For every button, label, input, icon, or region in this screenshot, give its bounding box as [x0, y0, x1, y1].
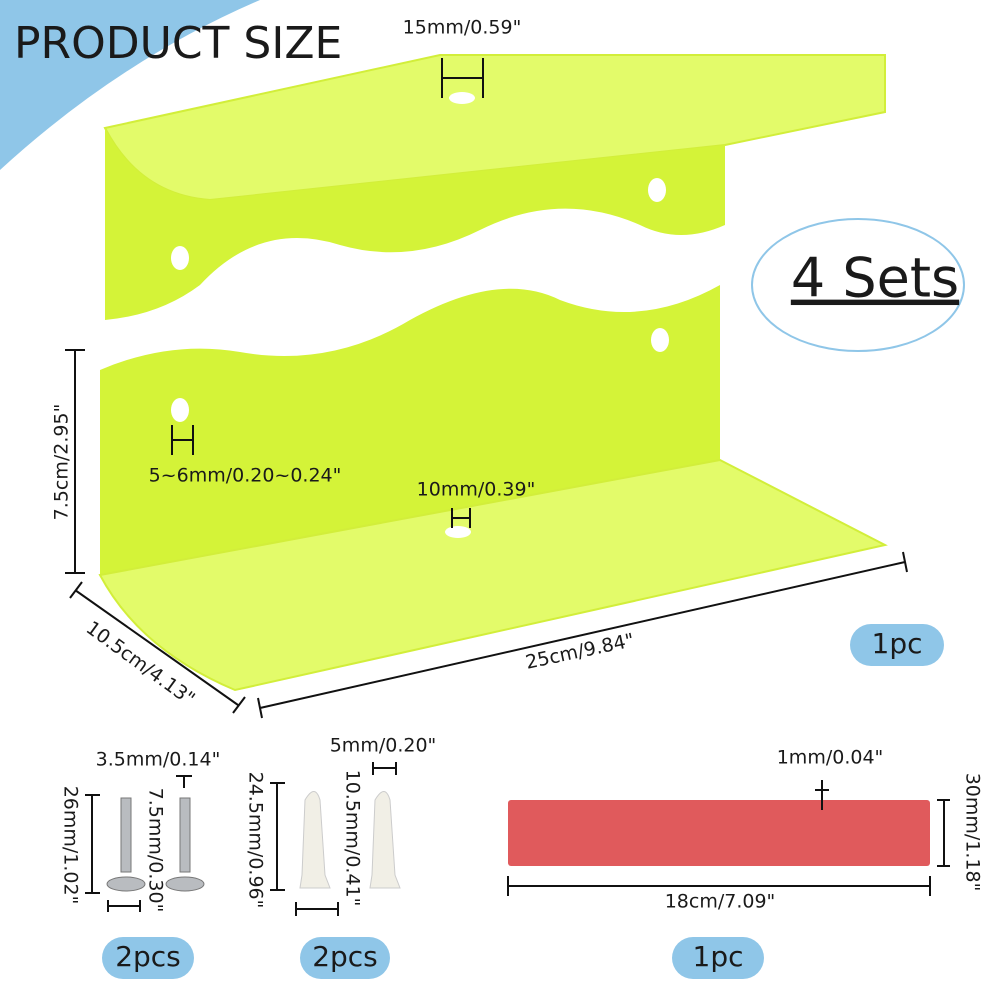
screws [106, 797, 205, 892]
quantity: 1pc [872, 627, 923, 660]
dimension-label: 24.5mm/0.96" [245, 772, 267, 909]
quantity-pill [300, 937, 390, 979]
dimension-label: 10mm/0.39" [417, 479, 536, 501]
bottom-shelf [98, 285, 888, 692]
adhesive-tape [508, 800, 930, 866]
dimension-label: 3.5mm/0.14" [96, 749, 221, 771]
quantity: 1pc [693, 940, 744, 973]
dimension-label: 5mm/0.20" [330, 735, 437, 757]
title: PRODUCT SIZE [14, 18, 342, 69]
dimension-label: 10.5mm/0.41" [342, 770, 364, 907]
quantity: 2pcs [312, 940, 378, 973]
dimension-label: 30mm/1.18" [962, 773, 984, 892]
dimension-label: 18cm/7.09" [665, 891, 776, 913]
quantity-pill [672, 937, 764, 979]
anchors [299, 791, 401, 889]
quantity-pill [850, 624, 944, 666]
dimension-label: 1mm/0.04" [777, 747, 884, 769]
dimension-label: 15mm/0.59" [403, 17, 522, 39]
dimension-label: 26mm/1.02" [60, 786, 82, 905]
dimension-label: 7.5cm/2.95" [51, 404, 73, 521]
badge-text: 4 Sets [791, 247, 959, 310]
top-shelf [103, 54, 886, 320]
badge [751, 218, 965, 352]
quantity-pill [102, 937, 194, 979]
dimension-label: 5~6mm/0.20~0.24" [149, 465, 342, 487]
dimension-label: 7.5mm/0.30" [145, 788, 167, 913]
quantity: 2pcs [115, 940, 181, 973]
corner-decoration [0, 0, 260, 170]
